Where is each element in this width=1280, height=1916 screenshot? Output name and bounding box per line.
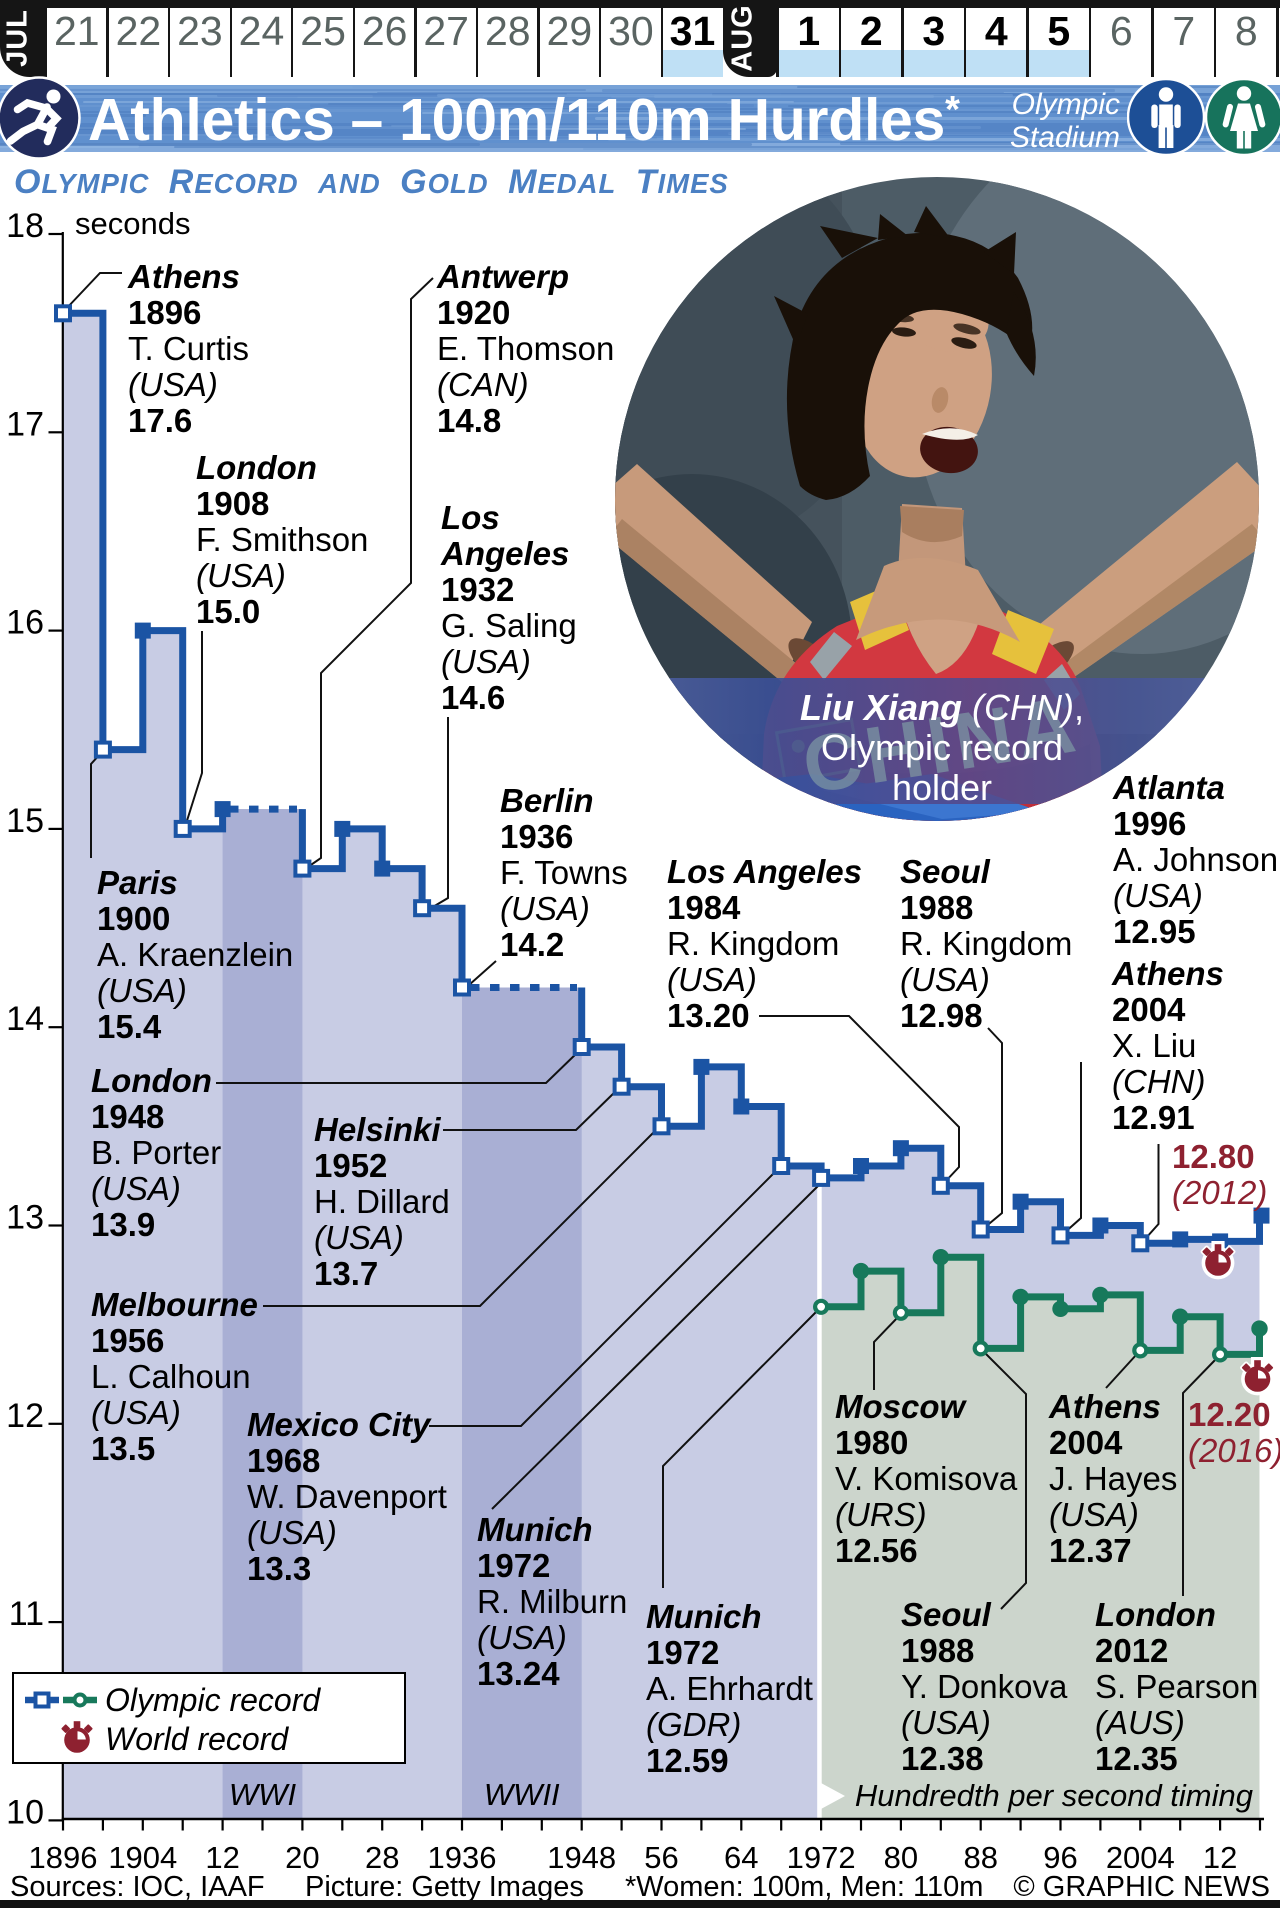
svg-text:64: 64 <box>724 1840 758 1875</box>
svg-text:56: 56 <box>644 1840 678 1875</box>
svg-text:1936: 1936 <box>428 1840 497 1875</box>
svg-text:WWI: WWI <box>229 1777 297 1812</box>
svg-text:14: 14 <box>6 1000 44 1038</box>
svg-text:WWII: WWII <box>484 1777 560 1812</box>
svg-text:88: 88 <box>963 1840 997 1875</box>
svg-text:12: 12 <box>1203 1840 1237 1875</box>
svg-text:17: 17 <box>6 405 44 443</box>
svg-text:11: 11 <box>9 1595 44 1633</box>
svg-text:13: 13 <box>6 1199 44 1237</box>
svg-text:1904: 1904 <box>108 1840 177 1875</box>
svg-text:20: 20 <box>285 1840 319 1875</box>
svg-text:1972: 1972 <box>787 1840 856 1875</box>
svg-text:12: 12 <box>6 1397 44 1435</box>
svg-text:12: 12 <box>205 1840 239 1875</box>
svg-text:18: 18 <box>6 207 44 245</box>
svg-text:80: 80 <box>884 1840 918 1875</box>
svg-text:16: 16 <box>6 604 44 642</box>
svg-text:2004: 2004 <box>1106 1840 1175 1875</box>
svg-text:World record: World record <box>105 1721 289 1757</box>
svg-text:1896: 1896 <box>29 1840 98 1875</box>
svg-text:28: 28 <box>365 1840 399 1875</box>
svg-text:15: 15 <box>6 802 44 840</box>
svg-text:seconds: seconds <box>75 206 190 241</box>
svg-text:96: 96 <box>1043 1840 1077 1875</box>
svg-text:Olympic record: Olympic record <box>105 1682 321 1718</box>
svg-text:1948: 1948 <box>547 1840 616 1875</box>
svg-text:Hundredth per second timing: Hundredth per second timing <box>855 1778 1253 1813</box>
svg-text:10: 10 <box>6 1793 44 1831</box>
